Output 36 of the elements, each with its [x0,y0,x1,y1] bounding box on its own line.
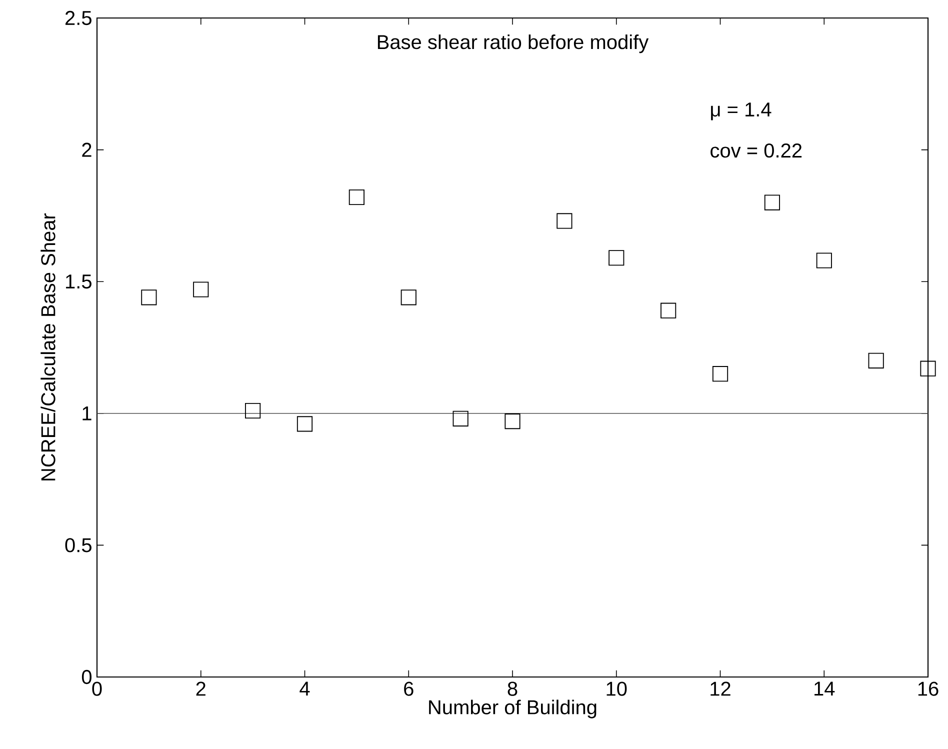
x-tick-label: 8 [508,682,518,696]
point [245,402,261,419]
text: Base shear ratio before modify [378,34,649,54]
point [660,302,676,318]
y-tick-label: 2.5 [65,10,92,26]
x-tick-label: 4 [300,682,310,696]
x-tick-label: 0 [92,682,102,696]
point [712,366,728,382]
x-tick-label: 10 [606,682,627,696]
y-tick-label: 1 [82,406,92,420]
x-tick-label: 6 [404,682,414,696]
y-tick-label: 0.5 [65,538,92,552]
annotation: cov = 0.22 [710,143,802,158]
annotation: μ = 1.4 [711,102,772,120]
x-tick-label: 12 [710,682,730,696]
point [296,416,313,432]
point [452,410,468,426]
point [193,282,209,298]
x-tick-label: 14 [814,682,835,696]
point [920,360,936,376]
point [608,250,624,266]
y-tick-label: 0 [82,670,92,684]
point [400,290,416,306]
y-tick-label: 2 [82,142,92,157]
point [764,194,780,210]
y-tick-label: 1.5 [66,274,92,289]
x-axis-title: Number of Building [429,700,596,718]
point [868,352,884,368]
point [556,213,572,229]
point [504,414,520,430]
point [816,252,832,268]
x-tick-label: 2 [196,682,206,696]
point [348,189,364,206]
point [141,290,157,306]
y-axis-title: NCREE/Calculate Base Shear [40,213,56,480]
x-tick-label: 16 [918,682,938,696]
